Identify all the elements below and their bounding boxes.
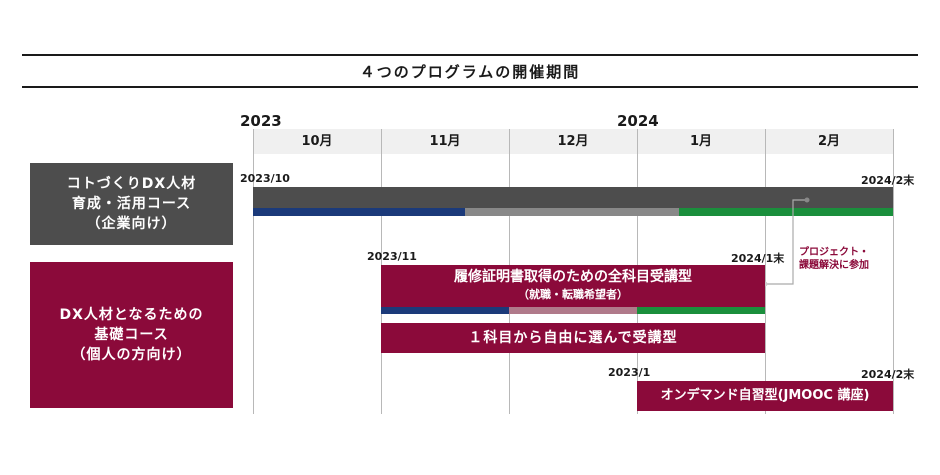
jmooc-bar — [637, 381, 893, 411]
title-rule-top — [22, 54, 918, 56]
corporate-phase-2-bar — [465, 208, 679, 216]
corporate-phase-3-bar — [679, 208, 893, 216]
year-label-2024: 2024 — [617, 112, 659, 130]
course-individual-line-2: 基礎コース — [94, 327, 169, 343]
full-course-subtitle: （就職・転職希望者） — [518, 288, 628, 301]
grid-line — [893, 129, 894, 414]
corporate-phase-1-bar — [253, 208, 465, 216]
note-line-2: 課題解決に参加 — [799, 260, 869, 271]
course-corporate-line-1: コトづくりDX人材 — [66, 176, 197, 192]
full-course-bar — [381, 265, 765, 307]
full-start-date: 2023/11 — [367, 250, 417, 263]
course-box-corporate: コトづくりDX人材 育成・活用コース （企業向け） — [30, 163, 233, 245]
course-corporate-line-3: （企業向け） — [86, 216, 177, 232]
month-oct: 10月 — [301, 134, 333, 149]
title-rule-bottom — [22, 86, 918, 88]
page-title: ４つのプログラムの開催期間 — [359, 63, 581, 81]
full-phase-1-bar — [381, 307, 509, 314]
jmooc-end-date: 2024/2末 — [861, 368, 915, 381]
grid-line — [253, 129, 254, 414]
full-phase-3-bar — [637, 307, 765, 314]
course-individual-line-1: DX人材となるための — [59, 307, 204, 323]
month-dec: 12月 — [557, 134, 589, 149]
month-jan: 1月 — [689, 134, 713, 149]
corporate-start-date: 2023/10 — [240, 172, 290, 185]
course-corporate-line-2: 育成・活用コース — [71, 196, 192, 212]
corporate-bar — [253, 187, 893, 208]
month-header — [253, 129, 893, 154]
course-box-individual: DX人材となるための 基礎コース （個人の方向け） — [30, 262, 233, 408]
jmooc-start-date: 2023/1 — [608, 366, 651, 379]
note-line-1: プロジェクト・ — [799, 247, 869, 258]
single-course-bar — [381, 323, 765, 353]
note-project: プロジェクト・ 課題解決に参加 — [799, 246, 869, 272]
grid-line — [765, 129, 766, 414]
corporate-end-date: 2024/2末 — [861, 174, 915, 187]
full-end-date: 2024/1末 — [731, 252, 785, 265]
jmooc-title: オンデマンド自習型(JMOOC 講座) — [660, 388, 870, 403]
year-label-2023: 2023 — [240, 112, 282, 130]
full-phase-2-bar — [509, 307, 637, 314]
month-nov: 11月 — [429, 134, 461, 149]
month-feb: 2月 — [817, 134, 841, 149]
single-course-title: １科目から自由に選んで受講型 — [468, 330, 678, 346]
full-course-title: 履修証明書取得のための全科目受講型 — [454, 269, 692, 285]
course-individual-line-3: （個人の方向け） — [71, 347, 192, 363]
